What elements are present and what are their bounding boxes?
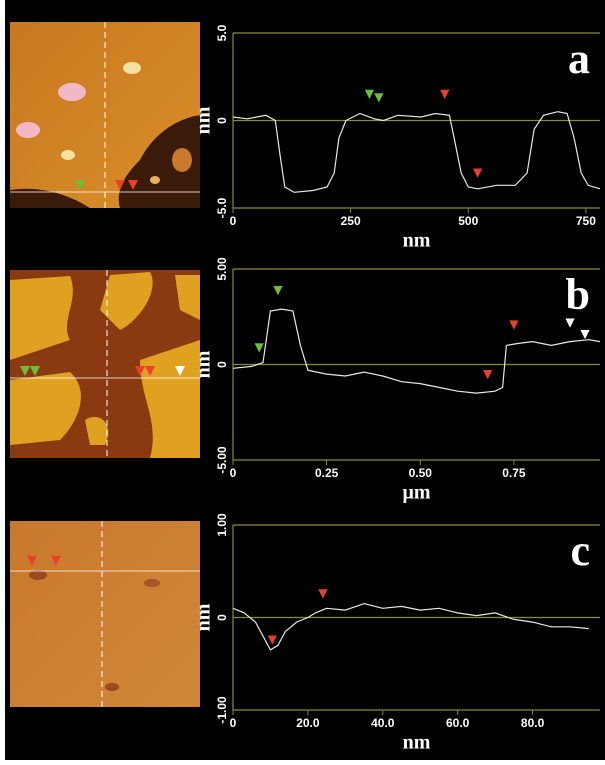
x-tick-label: 20.0 (296, 716, 320, 730)
y-tick-label: 5.00 (215, 257, 229, 281)
x-tick-label: 0 (230, 466, 237, 480)
y-axis-label: nm (193, 603, 215, 631)
x-tick-label: 0 (230, 716, 237, 730)
x-axis-label: μm (403, 482, 431, 504)
afm-image-b (10, 270, 200, 458)
x-tick-label: 750 (576, 214, 596, 228)
x-tick-label: 0.25 (315, 466, 339, 480)
x-tick-label: 0 (230, 214, 237, 228)
y-tick-label: 0 (215, 361, 229, 368)
x-axis-label: nm (403, 732, 431, 754)
figure: -5.005.00250500750nmnma-5.0005.0000.250.… (0, 0, 605, 760)
x-tick-label: 40.0 (371, 716, 395, 730)
y-tick-label: -5.0 (215, 197, 229, 218)
y-tick-label: 1.00 (215, 513, 229, 537)
panel-label: c (570, 526, 590, 575)
x-tick-label: 500 (458, 214, 478, 228)
x-tick-label: 80.0 (521, 716, 545, 730)
y-axis-label: nm (193, 350, 215, 378)
y-tick-label: 5.0 (215, 24, 229, 41)
afm-image-a (10, 22, 200, 208)
y-tick-label: -1.00 (215, 696, 229, 724)
y-tick-label: -5.00 (215, 446, 229, 474)
panel-label: a (568, 34, 590, 83)
panel-label: b (566, 270, 590, 319)
x-tick-label: 250 (341, 214, 361, 228)
x-tick-label: 60.0 (446, 716, 470, 730)
page: {"chart_data": [ {"type": "line", "panel… (0, 0, 605, 760)
x-axis-label: nm (403, 230, 431, 252)
x-tick-label: 0.75 (502, 466, 526, 480)
afm-image-c (10, 521, 200, 707)
y-axis-label: nm (193, 106, 215, 134)
y-tick-label: 0 (215, 117, 229, 124)
x-tick-label: 0.50 (409, 466, 433, 480)
y-tick-label: 0 (215, 614, 229, 621)
